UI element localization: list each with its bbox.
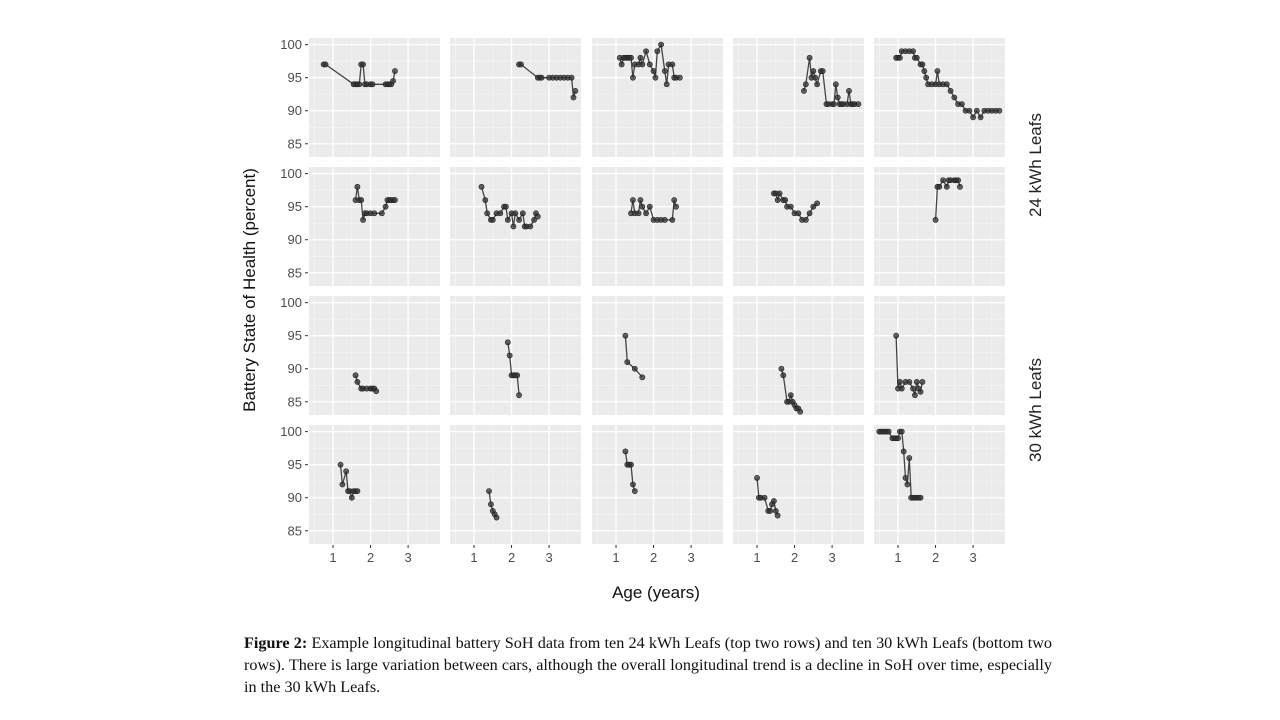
svg-text:85: 85 <box>288 394 302 409</box>
svg-text:85: 85 <box>288 136 302 151</box>
svg-text:2: 2 <box>791 550 798 565</box>
svg-text:100: 100 <box>280 295 302 310</box>
panel-r2-c5 <box>874 167 1005 286</box>
svg-text:3: 3 <box>545 550 552 565</box>
panel-r1-c2 <box>450 38 581 157</box>
panel-r2-c3 <box>592 167 723 286</box>
panel-r4-c1 <box>309 425 440 544</box>
svg-text:1: 1 <box>329 550 336 565</box>
svg-text:1: 1 <box>753 550 760 565</box>
caption-label: Figure 2: <box>244 634 308 652</box>
panel-r3-c4 <box>733 296 864 415</box>
svg-text:3: 3 <box>687 550 694 565</box>
svg-text:90: 90 <box>288 103 302 118</box>
svg-text:95: 95 <box>288 328 302 343</box>
panel-r3-c1 <box>309 296 440 415</box>
x-axis-title: Age (years) <box>612 583 700 602</box>
svg-text:85: 85 <box>288 523 302 538</box>
strip-label-30kwh: 30 kWh Leafs <box>1026 358 1045 462</box>
panel-r1-c3 <box>592 38 723 157</box>
svg-text:95: 95 <box>288 199 302 214</box>
svg-text:90: 90 <box>288 490 302 505</box>
svg-text:1: 1 <box>470 550 477 565</box>
svg-text:3: 3 <box>404 550 411 565</box>
panel-r4-c4 <box>733 425 864 544</box>
svg-text:95: 95 <box>288 457 302 472</box>
panel-r2-c2 <box>450 167 581 286</box>
svg-text:2: 2 <box>508 550 515 565</box>
y-axis-title: Battery State of Health (percent) <box>240 168 259 412</box>
svg-text:1: 1 <box>612 550 619 565</box>
svg-text:2: 2 <box>367 550 374 565</box>
svg-text:100: 100 <box>280 424 302 439</box>
facet-plot: 85 90 95 100 85 90 95 100 85 90 95 100 85 90 95 100 1 2 3 1… <box>280 37 1005 565</box>
panel-r4-c2 <box>450 425 581 544</box>
panel-r3-c5 <box>874 296 1005 415</box>
panel-r3-c2 <box>450 296 581 415</box>
svg-text:3: 3 <box>969 550 976 565</box>
svg-text:100: 100 <box>280 37 302 52</box>
svg-text:3: 3 <box>828 550 835 565</box>
panel-r1-c1 <box>309 38 440 157</box>
panel-r3-c3 <box>592 296 723 415</box>
svg-text:90: 90 <box>288 232 302 247</box>
svg-text:85: 85 <box>288 265 302 280</box>
svg-text:2: 2 <box>932 550 939 565</box>
figure-caption: Figure 2: Example longitudinal battery S… <box>244 632 1052 698</box>
caption-text: Example longitudinal battery SoH data fr… <box>244 634 1053 696</box>
panel-r4-c5 <box>874 425 1005 544</box>
panel-r2-c1 <box>309 167 440 286</box>
panel-r1-c4 <box>733 38 864 157</box>
svg-text:2: 2 <box>650 550 657 565</box>
strip-label-24kwh: 24 kWh Leafs <box>1026 113 1045 217</box>
svg-text:100: 100 <box>280 166 302 181</box>
svg-text:1: 1 <box>894 550 901 565</box>
svg-text:95: 95 <box>288 70 302 85</box>
svg-text:90: 90 <box>288 361 302 376</box>
panel-r4-c3 <box>592 425 723 544</box>
panel-r1-c5 <box>874 38 1005 157</box>
panel-r2-c4 <box>733 167 864 286</box>
